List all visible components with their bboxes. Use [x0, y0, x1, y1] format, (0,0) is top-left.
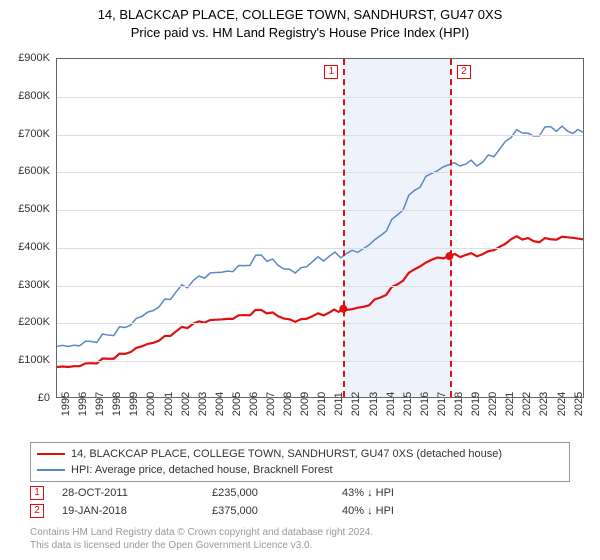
legend: 14, BLACKCAP PLACE, COLLEGE TOWN, SANDHU…	[30, 442, 570, 482]
x-tick-label: 2011	[333, 392, 345, 416]
gridline-h	[57, 97, 583, 98]
x-tick-label: 1995	[60, 392, 72, 416]
gridline-h	[57, 172, 583, 173]
title-block: 14, BLACKCAP PLACE, COLLEGE TOWN, SANDHU…	[0, 0, 600, 41]
x-tick-label: 1997	[94, 392, 106, 416]
x-tick-label: 2015	[402, 392, 414, 416]
transaction-badge: 1	[30, 486, 44, 500]
gridline-h	[57, 286, 583, 287]
marker-badge-1: 1	[324, 65, 338, 79]
transaction-date: 19-JAN-2018	[62, 505, 212, 517]
legend-row: 14, BLACKCAP PLACE, COLLEGE TOWN, SANDHU…	[37, 446, 563, 462]
y-tick-label: £0	[38, 392, 50, 404]
transaction-price: £375,000	[212, 505, 342, 517]
gridline-h	[57, 135, 583, 136]
chart-container: 14, BLACKCAP PLACE, COLLEGE TOWN, SANDHU…	[0, 0, 600, 560]
gridline-h	[57, 210, 583, 211]
x-tick-label: 2008	[282, 392, 294, 416]
gridline-h	[57, 248, 583, 249]
x-tick-label: 2025	[573, 392, 585, 416]
y-tick-label: £400K	[18, 241, 50, 253]
marker-badge-2: 2	[457, 65, 471, 79]
plot-area: 12	[56, 58, 584, 398]
x-tick-label: 2021	[504, 392, 516, 416]
transaction-row: 1 28-OCT-2011£235,00043% ↓ HPI	[30, 484, 570, 502]
title-line-2: Price paid vs. HM Land Registry's House …	[0, 24, 600, 42]
y-axis-labels: £0£100K£200K£300K£400K£500K£600K£700K£80…	[0, 58, 54, 398]
y-tick-label: £900K	[18, 52, 50, 64]
transaction-delta: 40% ↓ HPI	[342, 505, 472, 517]
x-tick-label: 2012	[350, 392, 362, 416]
x-tick-label: 2004	[214, 392, 226, 416]
x-axis-labels: 1995199619971998199920002001200220032004…	[56, 400, 584, 444]
x-tick-label: 1999	[128, 392, 140, 416]
x-tick-label: 2020	[487, 392, 499, 416]
x-tick-label: 2010	[316, 392, 328, 416]
gridline-h	[57, 323, 583, 324]
x-tick-label: 2005	[231, 392, 243, 416]
x-tick-label: 2013	[368, 392, 380, 416]
y-tick-label: £700K	[18, 128, 50, 140]
transaction-table: 1 28-OCT-2011£235,00043% ↓ HPI 2 19-JAN-201…	[30, 484, 570, 520]
legend-swatch	[37, 453, 65, 455]
x-tick-label: 2024	[556, 392, 568, 416]
plot-svg	[57, 59, 583, 397]
y-tick-label: £500K	[18, 203, 50, 215]
footer-line-1: Contains HM Land Registry data © Crown c…	[30, 526, 570, 539]
x-tick-label: 2001	[163, 392, 175, 416]
x-tick-label: 1996	[77, 392, 89, 416]
transaction-row: 2 19-JAN-2018£375,00040% ↓ HPI	[30, 502, 570, 520]
x-tick-label: 2002	[180, 392, 192, 416]
footer-attribution: Contains HM Land Registry data © Crown c…	[30, 526, 570, 552]
marker-line-2	[450, 59, 452, 397]
x-tick-label: 2000	[145, 392, 157, 416]
x-tick-label: 2006	[248, 392, 260, 416]
x-tick-label: 2017	[436, 392, 448, 416]
x-tick-label: 2009	[299, 392, 311, 416]
transaction-badge: 2	[30, 504, 44, 518]
x-tick-label: 2019	[470, 392, 482, 416]
x-tick-label: 1998	[111, 392, 123, 416]
y-tick-label: £100K	[18, 354, 50, 366]
legend-swatch	[37, 469, 65, 471]
transaction-delta: 43% ↓ HPI	[342, 487, 472, 499]
title-line-1: 14, BLACKCAP PLACE, COLLEGE TOWN, SANDHU…	[0, 6, 600, 24]
legend-label: HPI: Average price, detached house, Brac…	[71, 464, 333, 476]
footer-line-2: This data is licensed under the Open Gov…	[30, 539, 570, 552]
series-line-property	[57, 236, 583, 367]
y-tick-label: £300K	[18, 279, 50, 291]
x-tick-label: 2016	[419, 392, 431, 416]
y-tick-label: £600K	[18, 165, 50, 177]
x-tick-label: 2022	[521, 392, 533, 416]
transaction-date: 28-OCT-2011	[62, 487, 212, 499]
x-tick-label: 2007	[265, 392, 277, 416]
transaction-price: £235,000	[212, 487, 342, 499]
legend-label: 14, BLACKCAP PLACE, COLLEGE TOWN, SANDHU…	[71, 448, 502, 460]
y-tick-label: £200K	[18, 316, 50, 328]
gridline-h	[57, 361, 583, 362]
legend-row: HPI: Average price, detached house, Brac…	[37, 462, 563, 478]
marker-line-1	[343, 59, 345, 397]
x-tick-label: 2018	[453, 392, 465, 416]
x-tick-label: 2014	[385, 392, 397, 416]
x-tick-label: 2023	[538, 392, 550, 416]
y-tick-label: £800K	[18, 90, 50, 102]
x-tick-label: 2003	[197, 392, 209, 416]
